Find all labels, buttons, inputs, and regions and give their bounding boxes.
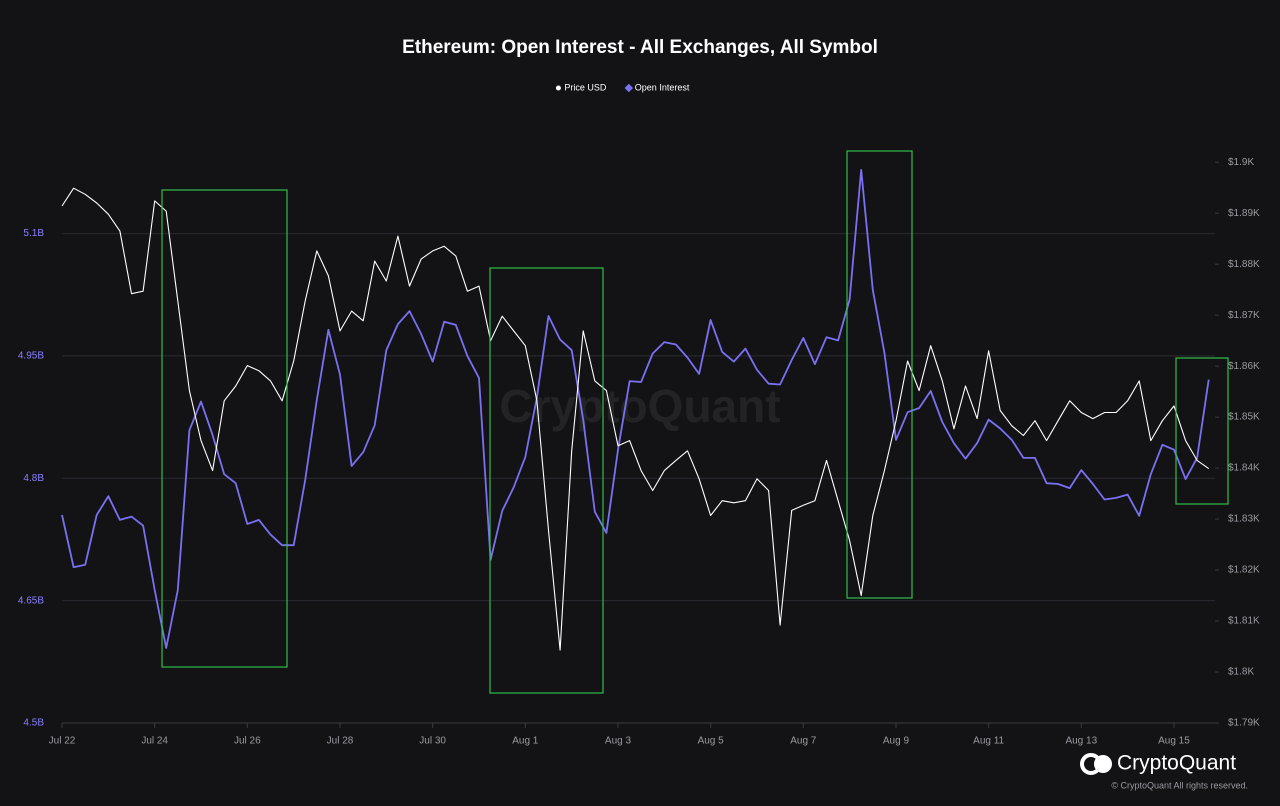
y-tick-label: 4.5B bbox=[23, 718, 44, 729]
y2-tick-label: $1.8K bbox=[1228, 667, 1254, 678]
watermark: CryptoQuant bbox=[499, 380, 780, 432]
x-tick-label: Aug 11 bbox=[973, 736, 1004, 747]
highlight-box bbox=[1175, 357, 1229, 505]
y-tick-label: 4.8B bbox=[23, 473, 44, 484]
x-tick-label: Aug 3 bbox=[605, 736, 632, 747]
brand-logo bbox=[1080, 753, 1112, 775]
line-series bbox=[61, 169, 1210, 649]
line-series bbox=[61, 187, 1210, 651]
x-tick-label: Aug 13 bbox=[1065, 736, 1097, 747]
y2-tick-label: $1.81K bbox=[1228, 616, 1260, 627]
x-tick-label: Jul 30 bbox=[419, 736, 446, 747]
x-tick-label: Jul 24 bbox=[141, 736, 168, 747]
x-tick-label: Aug 15 bbox=[1158, 736, 1190, 747]
y2-tick-label: $1.88K bbox=[1228, 259, 1260, 270]
highlight-box bbox=[161, 189, 288, 668]
y2-tick-label: $1.83K bbox=[1228, 514, 1260, 525]
copyright: © CryptoQuant All rights reserved. bbox=[1111, 780, 1248, 790]
highlight-box bbox=[846, 150, 913, 599]
x-tick-label: Jul 28 bbox=[327, 736, 354, 747]
y2-tick-label: $1.82K bbox=[1228, 565, 1260, 576]
y2-tick-label: $1.85K bbox=[1228, 412, 1260, 423]
y-tick-label: 4.95B bbox=[18, 351, 44, 362]
logo-icon bbox=[1094, 755, 1112, 773]
legend-label: Open Interest bbox=[635, 82, 690, 92]
highlight-box bbox=[489, 267, 604, 694]
y-tick-label: 5.1B bbox=[23, 228, 44, 239]
y2-tick-label: $1.9K bbox=[1228, 157, 1254, 168]
y2-tick-label: $1.86K bbox=[1228, 361, 1260, 372]
y2-tick-label: $1.89K bbox=[1228, 208, 1260, 219]
brand-name: CryptoQuant bbox=[1117, 752, 1236, 775]
legend-marker bbox=[555, 85, 561, 91]
x-tick-label: Jul 22 bbox=[49, 736, 76, 747]
x-tick-label: Jul 26 bbox=[234, 736, 261, 747]
x-tick-label: Aug 5 bbox=[698, 736, 725, 747]
x-tick-label: Aug 7 bbox=[790, 736, 817, 747]
y2-tick-label: $1.87K bbox=[1228, 310, 1260, 321]
x-tick-label: Aug 1 bbox=[512, 736, 539, 747]
y2-tick-label: $1.84K bbox=[1228, 463, 1260, 474]
y-tick-label: 4.65B bbox=[18, 595, 44, 606]
grid: 4.5B 4.65B 4.8B 4.95B 5.1B $1.79K $1.8K $1.81K $… bbox=[18, 157, 1260, 747]
chart-title: Ethereum: Open Interest - All Exchanges,… bbox=[402, 37, 878, 58]
x-tick-label: Aug 9 bbox=[883, 736, 910, 747]
y2-tick-label: $1.79K bbox=[1228, 718, 1260, 729]
legend-label: Price USD bbox=[564, 82, 607, 92]
plot bbox=[61, 169, 1210, 651]
